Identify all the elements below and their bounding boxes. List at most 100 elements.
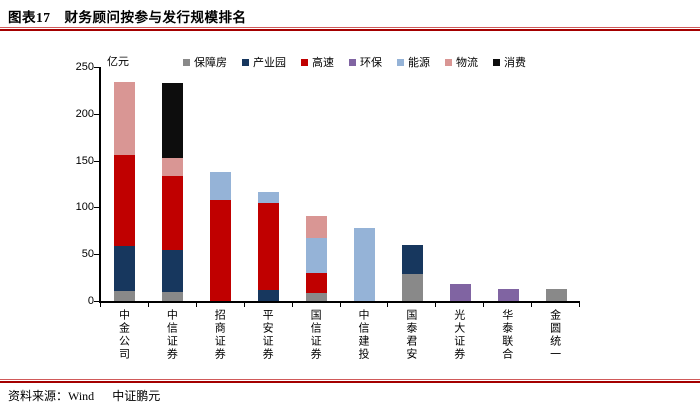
y-axis-tick-label: 150 [75,154,94,167]
legend-swatch-icon [183,58,190,66]
x-axis-category-text: 国泰君安 [404,309,417,361]
bar-segment-产业园 [114,245,136,291]
bar-segment-保障房 [401,273,423,301]
x-axis-category-text: 金圆统一 [548,309,561,361]
bar-segment-能源 [258,192,280,203]
x-axis-category-text: 中信证券 [165,309,178,361]
x-axis-tick-mark [195,303,197,307]
legend-swatch-icon [349,58,356,66]
source-footer: 资料来源：Wind 中证鹏元 [8,387,160,404]
legend-label: 消费 [504,57,526,69]
bar-segment-保障房 [545,288,567,301]
bar-segment-高速 [162,175,184,251]
legend-item-产业园: 产业园 [242,54,286,70]
y-axis-tick-label: 50 [81,248,94,261]
plot-area [99,67,580,303]
bar-segment-物流 [114,82,136,156]
x-axis-tick-mark [483,303,485,307]
x-axis-category-label: 招商证券 [195,309,243,364]
source-org: 中证鹏元 [112,389,161,403]
bar-segment-产业园 [162,250,184,292]
bar-segment-高速 [114,155,136,246]
y-axis-tick-mark [94,207,99,209]
legend-item-环保: 环保 [349,54,382,70]
legend-label: 高速 [312,57,334,69]
x-axis-category-text: 中信建投 [356,309,369,361]
legend-item-消费: 消费 [493,54,526,70]
x-axis-labels: 中金公司 中信证券 招商证券 平安证券 国信证券 中信建投 国泰君安 光大证券 华泰联合 金圆统一 [99,309,578,364]
legend-swatch-icon [445,58,452,66]
x-axis-category-text: 国信证券 [309,309,322,361]
x-axis-tick-mark [339,303,341,307]
stacked-bar [258,67,280,301]
x-axis-tick-mark [100,303,101,307]
stacked-bar [306,67,328,301]
bar-segment-高速 [210,199,232,301]
stacked-bar [114,67,136,301]
bar-segment-保障房 [306,292,328,301]
x-axis-category-label: 平安证券 [243,309,291,364]
x-axis-tick-mark [291,303,293,307]
legend-label: 能源 [408,57,430,69]
bar-slot-中金公司 [101,67,149,301]
x-axis-category-text: 华泰联合 [500,309,513,361]
y-axis-tick-label: 100 [75,201,94,214]
x-axis-category-label: 光大证券 [434,309,482,364]
bar-slot-中信建投 [341,67,389,301]
x-axis-category-text: 平安证券 [261,309,274,361]
x-axis-tick-mark [531,303,533,307]
x-axis-tick-mark [243,303,245,307]
bar-segment-物流 [162,157,184,176]
bar-segment-保障房 [162,291,184,301]
x-axis-category-label: 中信证券 [147,309,195,364]
stacked-bar [449,67,471,301]
source-label: 资料来源：Wind [8,389,95,403]
bar-segment-环保 [449,284,471,301]
x-axis-category-label: 中信建投 [339,309,387,364]
legend-swatch-icon [493,58,500,66]
legend-swatch-icon [242,58,249,66]
legend-item-物流: 物流 [445,54,478,70]
y-axis-tick-mark [94,254,99,256]
legend-label: 环保 [360,57,382,69]
bar-slot-国信证券 [293,67,341,301]
legend-item-高速: 高速 [301,54,334,70]
legend-swatch-icon [397,58,404,66]
bar-segment-高速 [306,272,328,293]
y-axis-tick-label: 200 [75,107,94,120]
x-axis-category-text: 中金公司 [117,309,130,361]
y-axis-tick-mark [94,113,99,115]
stacked-bar [162,67,184,301]
bar-segment-环保 [497,288,519,301]
x-axis-category-text: 光大证券 [452,309,465,361]
y-axis-unit-label: 亿元 [107,56,129,68]
legend-item-能源: 能源 [397,54,430,70]
bar-segment-能源 [353,228,375,301]
bar-slot-平安证券 [245,67,293,301]
bar-slot-中信证券 [149,67,197,301]
stacked-bar [545,67,567,301]
y-axis-tick-mark [94,160,99,162]
x-axis-tick-mark [387,303,389,307]
y-axis-tick-mark [94,301,99,302]
bar-slot-招商证券 [197,67,245,301]
chart-title-text: 财务顾问按参与发行规模排名 [64,10,247,25]
x-axis-category-label: 国泰君安 [386,309,434,364]
legend-label: 物流 [456,57,478,69]
bar-slot-光大证券 [436,67,484,301]
bar-segment-物流 [306,215,328,239]
x-axis-tick-mark [579,303,580,307]
legend-label: 产业园 [253,57,286,69]
bar-slot-金圆统一 [532,67,580,301]
bar-segment-能源 [306,238,328,273]
x-axis-category-label: 国信证券 [291,309,339,364]
y-axis-tick-label: 0 [87,295,94,307]
x-axis-category-label: 华泰联合 [482,309,530,364]
bar-segment-高速 [258,202,280,290]
bar-slot-华泰联合 [484,67,532,301]
x-axis-tick-mark [147,303,149,307]
bar-segment-产业园 [258,289,280,301]
x-axis-category-label: 中金公司 [99,309,147,364]
x-axis-category-text: 招商证券 [213,309,226,361]
